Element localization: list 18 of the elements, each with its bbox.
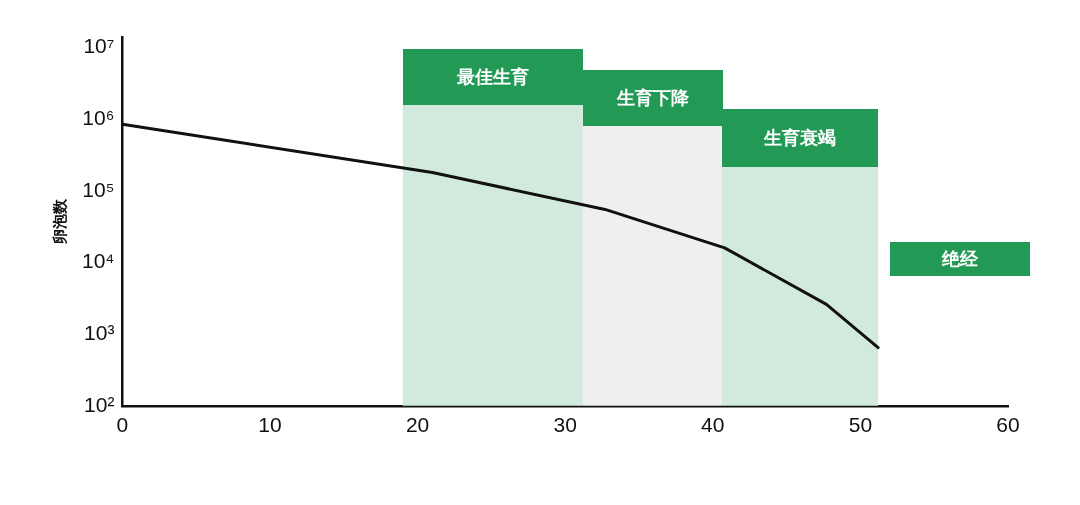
x-tick-label: 60 — [996, 413, 1020, 437]
x-tick-label: 10 — [258, 413, 282, 437]
label-box: 生育衰竭 — [721, 109, 879, 167]
label-box: 最佳生育 — [402, 49, 583, 105]
y-tick-label: 10⁴ — [81, 249, 115, 273]
y-tick-label: 10⁶ — [82, 105, 115, 129]
y-tick-label: 10⁵ — [82, 177, 115, 201]
x-tick-label: 30 — [553, 413, 577, 437]
y-axis-title: 卵泡数 — [51, 197, 69, 245]
label-box: 绝经 — [889, 242, 1030, 276]
y-tick-label: 10³ — [84, 320, 115, 344]
y-tick-label: 10⁷ — [83, 34, 115, 58]
x-tick-label: 40 — [701, 413, 725, 437]
label-box: 生育下降 — [582, 70, 723, 126]
x-tick-label: 20 — [405, 413, 430, 437]
x-tick-label: 0 — [116, 413, 129, 437]
x-tick-label: 50 — [848, 413, 873, 437]
y-tick-label: 10² — [84, 392, 115, 416]
